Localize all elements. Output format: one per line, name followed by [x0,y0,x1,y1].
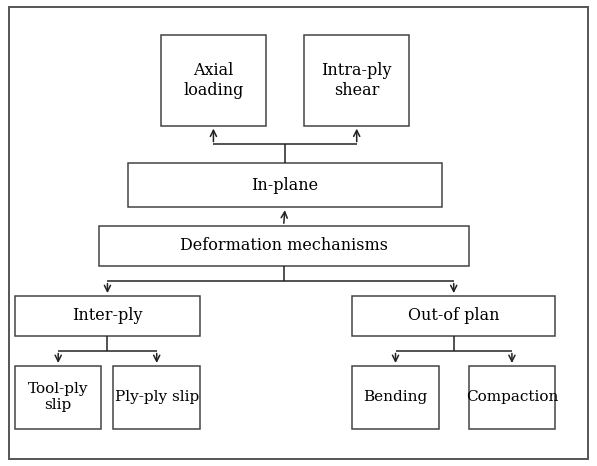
FancyBboxPatch shape [128,163,442,207]
FancyBboxPatch shape [304,35,409,126]
Text: Bending: Bending [364,390,427,404]
FancyBboxPatch shape [161,35,266,126]
FancyBboxPatch shape [99,226,469,266]
Text: Ply-ply slip: Ply-ply slip [115,390,199,404]
Text: Inter-ply: Inter-ply [72,307,143,324]
FancyBboxPatch shape [113,366,200,429]
Text: Tool-ply
slip: Tool-ply slip [28,382,88,412]
FancyBboxPatch shape [352,296,555,336]
Text: Out-of plan: Out-of plan [408,307,500,324]
Text: In-plane: In-plane [251,177,319,194]
Text: Deformation mechanisms: Deformation mechanisms [180,237,387,254]
Text: Compaction: Compaction [466,390,558,404]
FancyBboxPatch shape [352,366,439,429]
Text: Intra-ply
shear: Intra-ply shear [321,62,392,99]
FancyBboxPatch shape [15,366,101,429]
FancyBboxPatch shape [15,296,200,336]
Text: Axial
loading: Axial loading [183,62,244,99]
FancyBboxPatch shape [469,366,555,429]
